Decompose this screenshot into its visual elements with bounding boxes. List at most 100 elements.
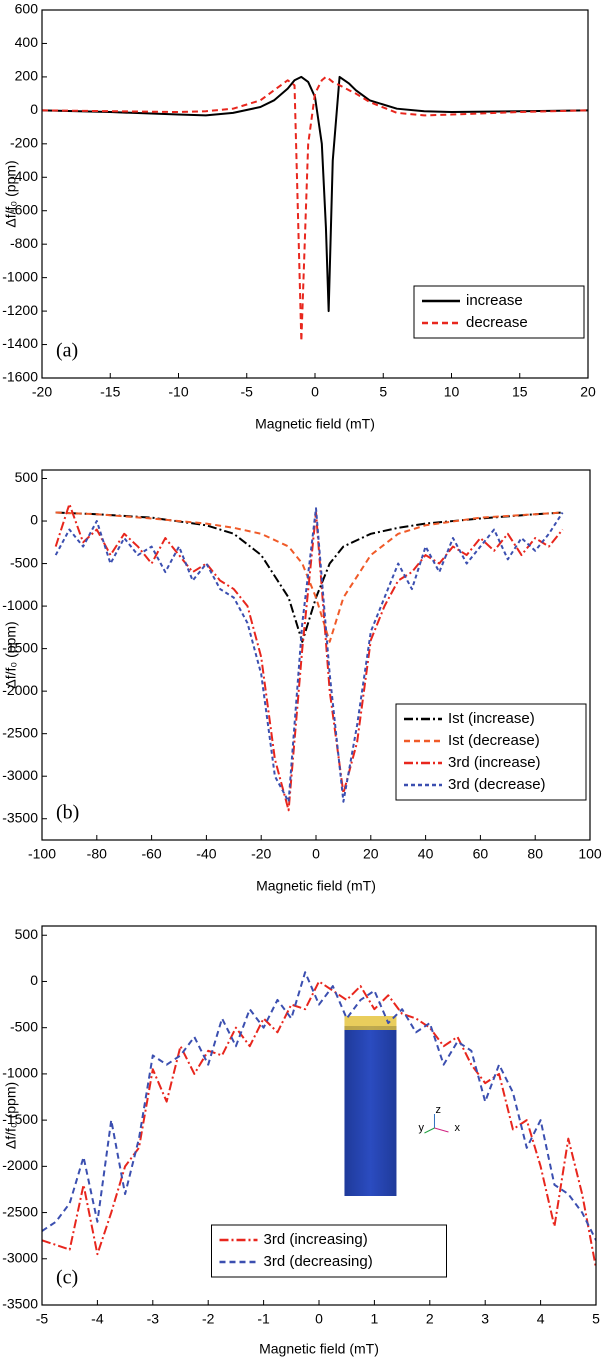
x-tick-label: 5 <box>379 384 387 400</box>
x-tick-label: -80 <box>87 846 107 862</box>
x-tick-label: -10 <box>168 384 188 400</box>
y-tick-label: 0 <box>30 512 38 528</box>
y-axis-label: Δf/f₀ (ppm) <box>3 621 19 688</box>
chart-panel: -100 -80 -60 -40 -20 0 20 40 60 80 100 -3500 -3000 -2… <box>2 469 602 893</box>
y-tick-label: -1000 <box>2 1065 38 1081</box>
legend-label: increase <box>466 292 523 309</box>
y-axis-label: Δf/f₀ (ppm) <box>3 1082 19 1149</box>
chart-panel: -20 -15 -10 -5 0 5 10 15 20 -1600 -1400 -1200 -1000 -… <box>2 1 596 432</box>
panel-label: (a) <box>56 340 78 362</box>
y-tick-label: 0 <box>30 101 38 117</box>
y-tick-label: -1500 <box>2 639 38 655</box>
y-tick-label: 200 <box>15 68 39 84</box>
y-tick-label: -3000 <box>2 1249 38 1265</box>
y-tick-label: -2500 <box>2 1203 38 1219</box>
y-tick-label: 0 <box>30 972 38 988</box>
y-tick-label: -3500 <box>2 809 38 825</box>
legend-label: 3rd (increase) <box>448 754 541 771</box>
x-tick-label: 0 <box>312 846 320 862</box>
y-tick-label: -400 <box>10 168 38 184</box>
y-tick-label: 600 <box>15 1 39 17</box>
legend-label: 3rd (decrease) <box>448 776 546 793</box>
x-axis-label: Magnetic field (mT) <box>256 878 376 894</box>
legend-label: 3rd (decreasing) <box>264 1253 373 1270</box>
x-tick-label: 40 <box>418 846 434 862</box>
series-line <box>42 75 588 343</box>
y-tick-label: 500 <box>15 926 39 942</box>
x-tick-label: 80 <box>527 846 543 862</box>
x-axis-label: Magnetic field (mT) <box>259 1341 379 1357</box>
panel-label: (b) <box>56 802 79 824</box>
x-tick-label: -2 <box>202 1311 215 1327</box>
y-axis-label: Δf/f₀ (ppm) <box>3 160 19 227</box>
x-tick-label: -100 <box>28 846 56 862</box>
chart-panel: -5 -4 -3 -2 -1 0 1 2 3 4 5 -3500 -3000 -2500 -2000 -150… <box>2 925 600 1357</box>
series-line <box>54 503 564 812</box>
x-tick-label: 5 <box>592 1311 600 1327</box>
x-tick-label: 3 <box>481 1311 489 1327</box>
y-tick-label: 500 <box>15 469 39 485</box>
y-tick-label: -1000 <box>2 268 38 284</box>
inset-axis-label: x <box>454 1122 460 1134</box>
x-tick-label: -60 <box>141 846 161 862</box>
y-tick-label: -3500 <box>2 1296 38 1312</box>
inset-axis-label: y <box>418 1122 424 1134</box>
x-tick-label: -20 <box>251 846 271 862</box>
series-line <box>55 511 563 643</box>
series-line <box>42 971 596 1241</box>
x-tick-label: -20 <box>32 384 52 400</box>
x-tick-label: 2 <box>426 1311 434 1327</box>
inset-image <box>344 1026 397 1196</box>
legend-label: decrease <box>466 314 528 331</box>
y-tick-label: -200 <box>10 135 38 151</box>
y-tick-label: -600 <box>10 201 38 217</box>
y-tick-label: -1200 <box>2 302 38 318</box>
x-tick-label: -15 <box>100 384 120 400</box>
y-tick-label: -3000 <box>2 767 38 783</box>
y-tick-label: -2000 <box>2 682 38 698</box>
x-axis-label: Magnetic field (mT) <box>255 416 375 432</box>
y-tick-label: -1600 <box>2 369 38 385</box>
x-tick-label: 0 <box>311 384 319 400</box>
plot-frame <box>41 469 591 841</box>
legend-label: Ist (increase) <box>448 710 535 727</box>
legend-box <box>211 1224 447 1278</box>
y-tick-label: -1400 <box>2 335 38 351</box>
inset-axis <box>424 1127 435 1134</box>
y-tick-label: -1500 <box>2 1111 38 1127</box>
x-tick-label: 15 <box>512 384 528 400</box>
inset-axis-label: z <box>435 1104 441 1116</box>
legend-label: Ist (decrease) <box>448 732 540 749</box>
x-tick-label: 20 <box>363 846 379 862</box>
x-tick-label: 20 <box>580 384 596 400</box>
x-tick-label: 4 <box>537 1311 545 1327</box>
x-tick-label: 60 <box>473 846 489 862</box>
y-tick-label: 400 <box>15 34 39 50</box>
legend-label: 3rd (increasing) <box>264 1231 368 1248</box>
y-tick-label: -2500 <box>2 724 38 740</box>
y-tick-label: -2000 <box>2 1157 38 1173</box>
y-tick-label: -1000 <box>2 597 38 613</box>
series-line <box>54 507 564 803</box>
plot-frame <box>41 9 589 379</box>
y-tick-label: -800 <box>10 235 38 251</box>
y-tick-label: -500 <box>10 1018 38 1034</box>
y-tick-label: -500 <box>10 554 38 570</box>
x-tick-label: -40 <box>196 846 216 862</box>
x-tick-label: -3 <box>147 1311 160 1327</box>
x-tick-label: -5 <box>36 1311 49 1327</box>
inset-top <box>344 1016 397 1030</box>
panel-label: (c) <box>56 1267 78 1289</box>
x-tick-label: 1 <box>371 1311 379 1327</box>
legend-box <box>413 285 585 339</box>
x-tick-label: -5 <box>241 384 254 400</box>
inset-axis <box>434 1127 449 1133</box>
plot-frame <box>41 925 597 1306</box>
x-tick-label: -4 <box>91 1311 104 1327</box>
x-tick-label: 0 <box>315 1311 323 1327</box>
x-tick-label: 10 <box>444 384 460 400</box>
x-tick-label: -1 <box>257 1311 270 1327</box>
x-tick-label: 100 <box>578 846 602 862</box>
series-line <box>42 75 588 313</box>
